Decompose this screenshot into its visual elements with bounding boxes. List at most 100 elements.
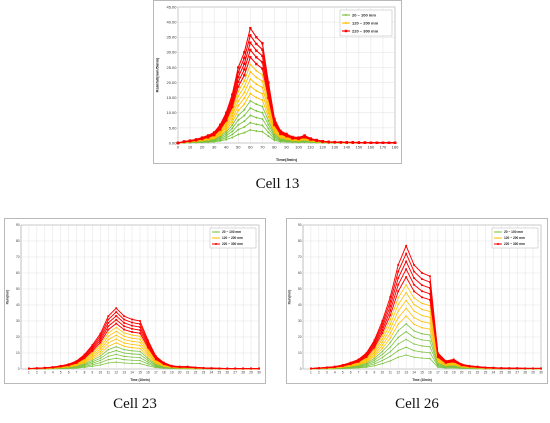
x-tick-label: 25 [500,371,504,375]
series-point [91,348,94,351]
series-point [261,124,264,127]
series-point [365,366,368,369]
series-point [115,338,118,340]
x-tick-label: 150 [355,145,362,150]
series-point [107,362,110,364]
y-tick-label: 80 [298,239,302,243]
series-point [267,100,270,103]
series-point [249,70,252,73]
series-point [188,139,192,142]
series-point [436,358,439,360]
series-point [345,141,348,144]
series-point [421,345,423,347]
series-point [381,359,384,362]
y-tick-label: 30 [298,319,302,323]
series-point [267,89,270,92]
series-point [381,338,384,341]
series-point [413,349,415,352]
series-point [139,359,141,362]
series-point [131,343,133,346]
series-point [237,133,240,136]
series-point [123,342,126,344]
x-tick-label: 5 [342,371,344,375]
x-tick-label: 130 [331,145,338,150]
series-point [231,96,234,99]
series-point [91,351,94,354]
y-tick-label: 50 [298,287,302,291]
series-point [261,92,264,95]
series-point [421,278,423,280]
series-point [131,353,133,355]
series-point [363,141,367,144]
series-point [413,297,415,299]
series-point [115,326,118,329]
series-point [243,131,246,134]
series-point [83,364,86,367]
series-point [99,335,102,337]
series-point [429,328,431,330]
series-point [381,350,384,353]
series-point [325,366,328,369]
y-tick-label: 15.00 [166,95,177,100]
series-point [249,114,252,117]
series-point [267,96,270,100]
series-point [365,352,368,354]
series-point [115,311,118,313]
series-point [99,350,102,353]
series-point [339,141,342,144]
y-axis-label: Rain(mm) [6,290,10,305]
x-tick-label: 140 [343,145,350,150]
series-point [237,123,240,127]
x-tick-label: 20 [200,145,205,150]
series-point [405,276,408,278]
series-point [381,332,384,335]
series-point [131,337,133,340]
y-tick-label: 0 [300,367,302,371]
series-point [273,120,276,124]
series-point [115,361,118,364]
y-tick-label: 0.00 [169,140,178,145]
series-point [225,117,228,120]
series-point [225,113,228,116]
series-point [381,353,384,356]
x-tick-label: 4 [334,371,336,375]
x-tick-label: 30 [212,145,217,150]
series-point [421,296,423,299]
series-point [261,130,264,133]
series-point [206,134,210,137]
series-point [261,54,264,58]
series-point [237,94,240,98]
chart-cell-26: 0 10 20 30 40 50 60 70 80 90 1 2 3 4 5 6 7 8 9 10 11 12 13 14 15… [286,218,548,384]
series-point [365,355,368,357]
series-point [373,346,376,349]
series-point [249,77,252,81]
series-point [261,61,264,64]
series-point [413,323,415,326]
series-point [255,36,258,39]
series-point [243,108,246,111]
series-point [237,109,240,112]
series-point [315,138,318,142]
series-point [405,299,408,302]
x-tick-label: 14 [130,371,134,375]
x-axis-label: Time (10min) [412,378,432,382]
series-point [297,136,300,139]
series-point [255,69,258,72]
series-point [131,324,133,327]
series-point [131,359,133,362]
x-tick-label: 12 [396,371,400,375]
series-point [107,358,110,361]
series-point [413,290,415,293]
series-point [123,362,126,364]
series-point [115,349,118,352]
x-tick-label: 21 [186,371,190,375]
series-point [273,123,276,127]
series-point [381,141,385,144]
x-tick-label: 6 [350,371,352,375]
legend-label: 220 ~ 300 mm [352,28,379,33]
series-point [273,139,276,142]
x-tick-label: 5 [60,371,62,375]
series-point [405,283,408,286]
series-point [365,360,368,363]
